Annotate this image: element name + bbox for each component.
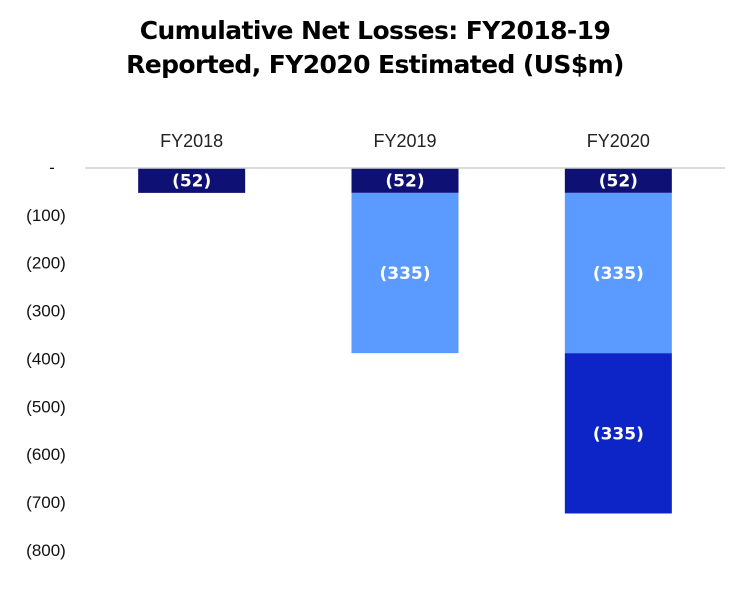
chart-title-line-1: Cumulative Net Losses: FY2018-19 [139,16,611,45]
y-tick-label: (600) [26,445,66,464]
y-tick-label: (500) [26,397,66,416]
y-axis-tick-labels: - (100) (200) (300) (400) (500) (600) (700) (800… [26,158,66,560]
bar-segment [564,192,672,354]
bar-data-label: (52) [385,171,424,191]
bar-segments [138,168,672,514]
category-label: FY2018 [160,131,223,151]
y-tick-label: (300) [26,302,66,321]
y-tick-label: (800) [26,541,66,560]
y-tick-label: (400) [26,349,66,368]
data-labels: (52) (52) (335) (52) (335) (335) [172,171,644,444]
chart-title-line-2: Reported, FY2020 Estimated (US$m) [126,50,624,79]
y-tick-label: (700) [26,493,66,512]
category-labels: FY2018 FY2019 FY2020 [160,131,650,151]
bar-data-label: (335) [593,424,644,444]
category-label: FY2019 [373,131,436,151]
bar-data-label: (335) [379,264,430,284]
y-tick-label: (200) [26,254,66,273]
chart-title: Cumulative Net Losses: FY2018-19 Reporte… [0,14,750,82]
bar-segment [564,168,672,193]
bar-segment [138,168,246,193]
category-label: FY2020 [587,131,650,151]
y-tick-label: - [49,158,55,177]
bar-data-label: (52) [172,171,211,191]
bar-data-label: (52) [599,171,638,191]
y-tick-label: (100) [26,206,66,225]
bar-segment [351,192,459,354]
bar-segment [351,168,459,193]
bar-segment [564,353,672,514]
bar-data-label: (335) [593,264,644,284]
